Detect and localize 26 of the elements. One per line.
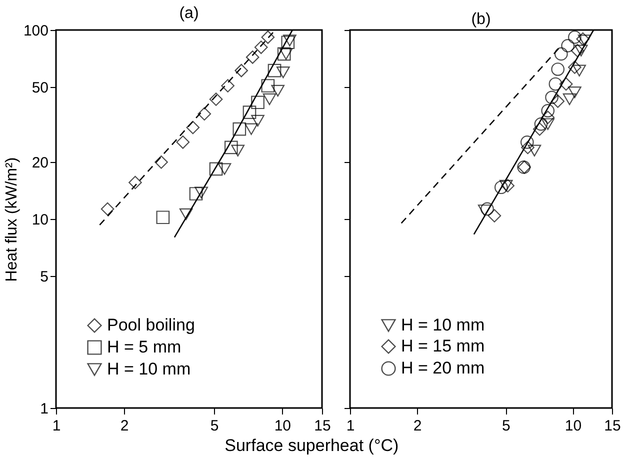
chart-title: (a) bbox=[179, 5, 199, 22]
x-tick-label: 10 bbox=[274, 418, 292, 434]
legend-label: H = 15 mm bbox=[401, 336, 485, 356]
legend-label: H = 10 mm bbox=[107, 360, 191, 378]
x-tick-label: 15 bbox=[604, 418, 621, 434]
legend-label: Pool boiling bbox=[107, 316, 195, 334]
x-tick-label: 1 bbox=[52, 418, 61, 434]
y-tick-label: 100 bbox=[23, 22, 48, 40]
x-tick-label: 2 bbox=[120, 418, 129, 434]
legend-label: H = 10 mm bbox=[401, 316, 485, 334]
x-tick-label: 2 bbox=[413, 418, 422, 434]
y-tick-label: 50 bbox=[32, 79, 48, 96]
x-axis-title: Surface superheat (°C) bbox=[224, 436, 399, 455]
y-tick-label: 10 bbox=[32, 212, 48, 228]
x-tick-label: 5 bbox=[210, 418, 219, 434]
chart-title: (b) bbox=[471, 10, 491, 28]
y-tick-label: 5 bbox=[40, 268, 48, 286]
legend-label: H = 5 mm bbox=[107, 338, 182, 356]
y-tick-label: 20 bbox=[32, 154, 48, 172]
x-tick-label: 1 bbox=[346, 418, 355, 434]
y-axis-title: Heat flux (kW/m²) bbox=[3, 157, 20, 282]
x-tick-label: 15 bbox=[314, 418, 331, 434]
legend-label: H = 20 mm bbox=[401, 358, 485, 378]
y-tick-label: 1 bbox=[40, 400, 48, 418]
x-tick-label: 5 bbox=[502, 418, 510, 434]
x-tick-label: 10 bbox=[564, 418, 582, 434]
